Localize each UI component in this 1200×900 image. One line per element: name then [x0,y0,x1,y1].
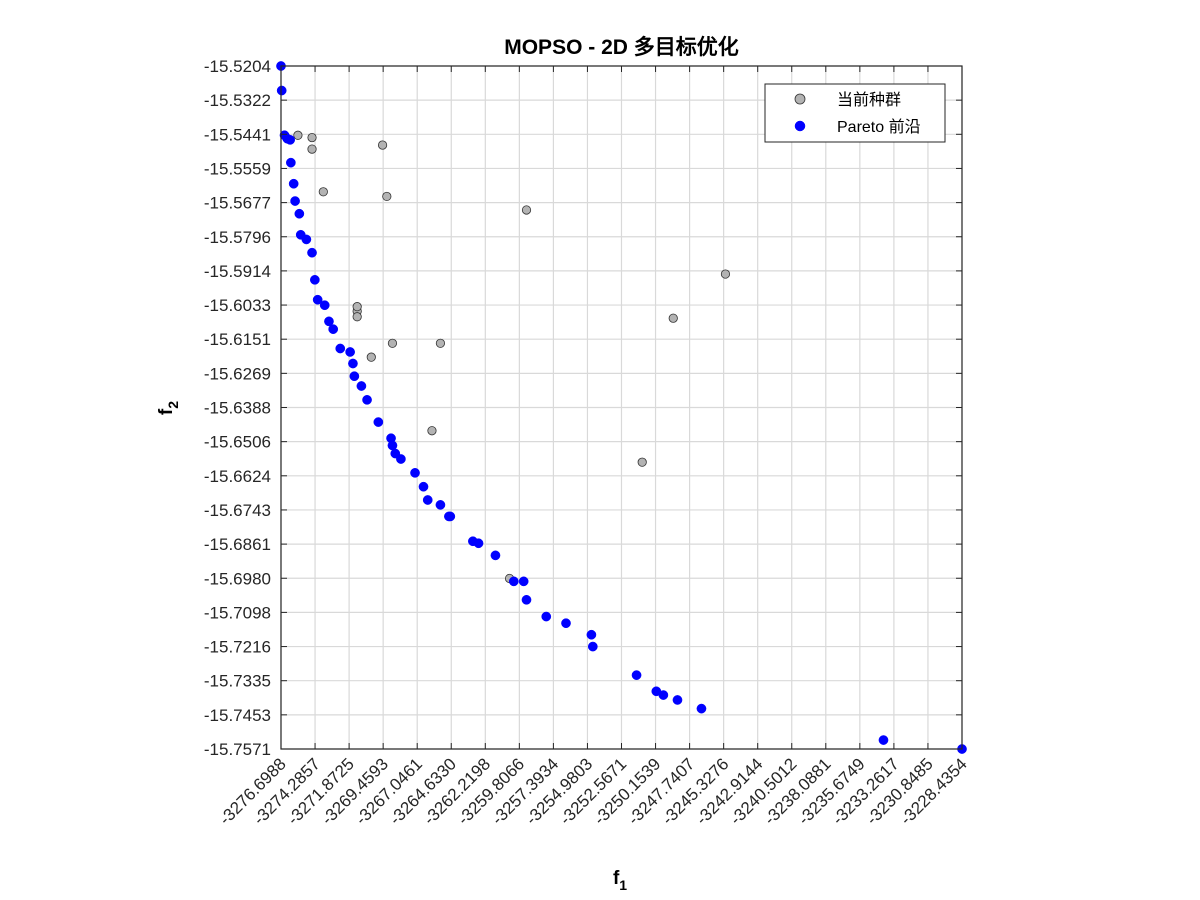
pareto-point [518,576,529,587]
pareto-point [658,690,669,700]
y-tick-label: -15.7335 [204,672,271,691]
pareto-point [387,440,398,451]
population-point [720,269,731,279]
pareto-point [521,594,532,605]
pareto-point [349,371,360,382]
y-tick-label: -15.5559 [204,159,271,178]
y-tick-label: -15.7098 [204,603,271,622]
pareto-point [422,495,433,505]
legend-label-pareto: Pareto 前沿 [837,118,921,136]
x-tick-labels: -3276.6988-3274.2857-3271.8725-3269.4593… [216,754,971,828]
y-tick-label: -15.6980 [204,569,271,588]
pareto-point [435,500,446,510]
pareto-point [348,358,358,369]
population-point [382,191,392,202]
grid-lines [280,65,963,750]
pareto-point [672,695,683,705]
pareto-point [312,294,323,305]
pareto-point [285,135,296,145]
pareto-point [396,454,406,464]
y-tick-label: -15.5441 [204,125,271,144]
pareto-point [307,247,317,258]
population-point [307,132,317,143]
y-axis-label-subscript: 2 [165,401,181,409]
pareto-point [345,347,355,357]
series-pareto-front [276,61,967,754]
population-point [307,144,317,154]
data-points [276,61,967,754]
x-axis-label-subscript: 1 [619,877,627,893]
pareto-point [418,481,429,492]
pareto-point [309,274,320,285]
y-tick-label: -15.6388 [204,399,271,418]
y-tick-label: -15.6743 [204,501,271,520]
pareto-point [410,468,420,478]
legend-box [764,83,946,143]
y-tick-label: -15.5677 [204,194,271,213]
y-axis-label: f2 [156,401,181,415]
pareto-point [587,641,598,652]
population-point [352,312,362,322]
pareto-point [561,618,571,629]
y-tick-label: -15.7571 [204,740,271,759]
pareto-point [696,703,707,714]
population-point [366,352,376,362]
population-point [668,313,678,323]
y-tick-label: -15.5796 [204,228,271,247]
legend: 当前种群 Pareto 前沿 [764,83,946,143]
y-tick-label: -15.6624 [204,467,271,486]
y-tick-labels: -15.5204 -15.5322 -15.5441 -15.5559 -15.5677… [204,57,271,759]
pareto-point [586,629,597,640]
series-current-population [293,130,731,584]
pareto-point [288,178,299,189]
population-point [318,187,328,197]
pareto-point [324,316,334,327]
legend-marker-population [794,93,806,105]
y-tick-label: -15.6506 [204,433,271,452]
pareto-point [541,611,552,622]
pareto-point [490,550,501,561]
y-tick-label: -15.5914 [204,262,271,281]
pareto-point [294,208,305,219]
y-tick-label: -15.6033 [204,296,271,315]
population-point [387,338,398,348]
y-tick-label: -15.7216 [204,638,271,657]
x-axis-label: f1 [613,868,627,893]
pareto-point [301,234,312,245]
y-tick-label: -15.5322 [204,91,271,110]
pareto-point [356,381,367,391]
pareto-point [878,735,889,745]
y-tick-label: -15.6151 [204,330,271,349]
x-axis-label-main: f [613,868,620,889]
pareto-point [508,576,519,587]
legend-marker-pareto [794,120,806,132]
population-point [352,302,362,312]
legend-label-population: 当前种群 [837,91,901,109]
chart-title: MOPSO - 2D 多目标优化 [504,35,739,59]
axis-ticks [280,65,963,750]
population-point [637,457,647,467]
y-tick-label: -15.6269 [204,364,271,383]
y-tick-label: -15.7453 [204,706,271,725]
pareto-point [473,538,484,549]
pareto-point [335,343,346,354]
population-point [427,426,437,436]
pareto-point [286,157,296,168]
population-point [521,205,532,215]
pareto-point [373,417,384,427]
y-tick-label: -15.5204 [204,57,271,76]
y-axis-label-main: f [156,408,177,415]
y-tick-label: -15.6861 [204,535,271,554]
pareto-point [631,670,642,680]
pareto-point [445,511,456,522]
pareto-point [290,196,300,206]
pareto-point [319,300,330,311]
population-point [377,140,388,150]
population-point [435,338,446,348]
pareto-point [276,85,287,96]
pareto-point [362,395,372,405]
pareto-point [328,324,339,335]
population-point [293,130,303,140]
